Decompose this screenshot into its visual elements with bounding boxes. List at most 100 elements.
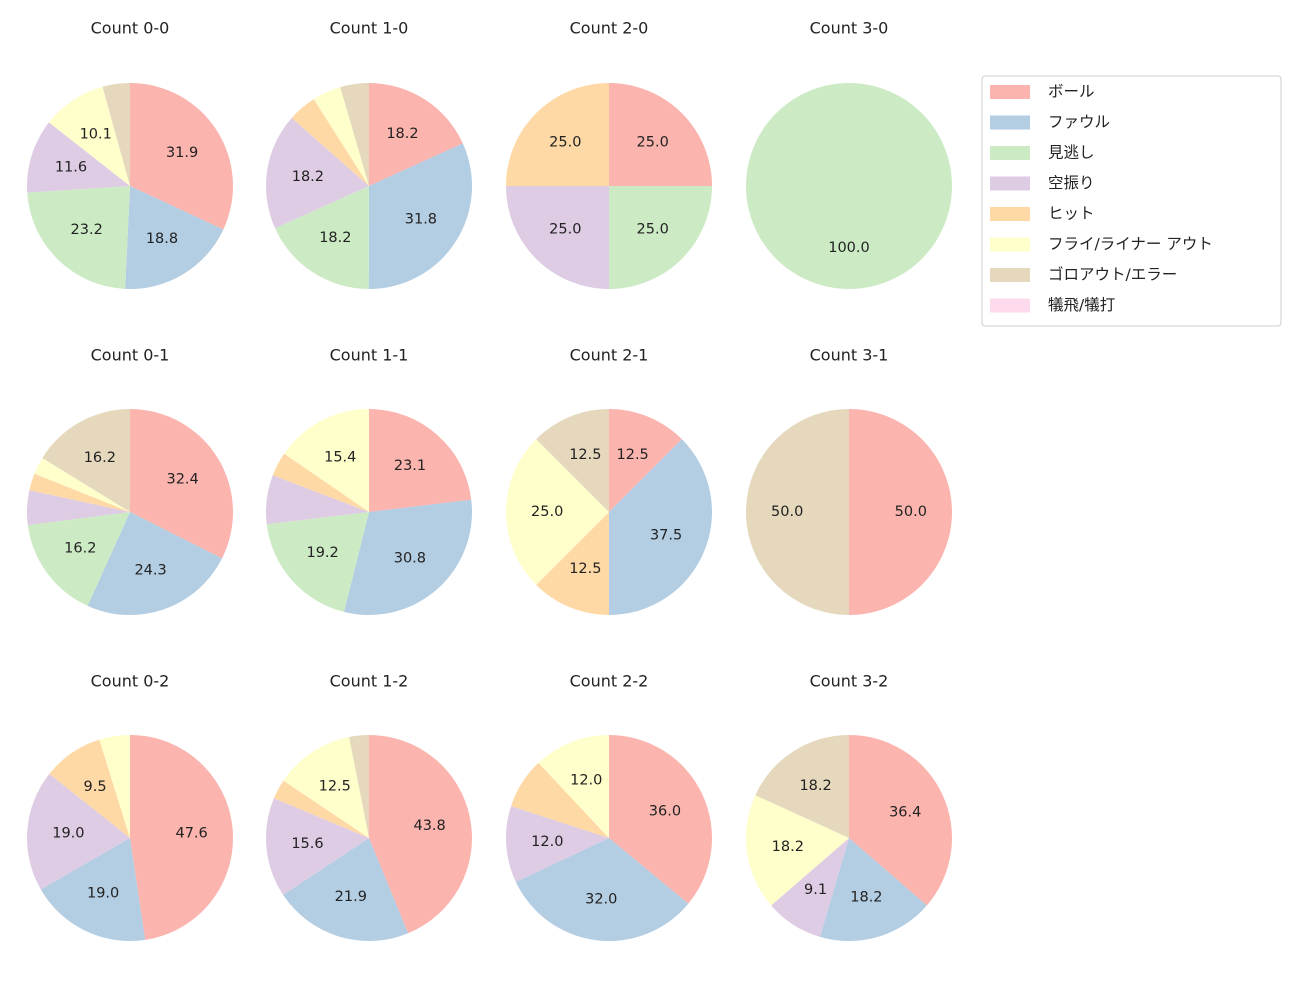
slice-label: 36.0 xyxy=(649,804,681,820)
slice-label: 18.2 xyxy=(772,839,804,855)
pie-slice xyxy=(27,512,130,606)
slice-label: 12.0 xyxy=(531,834,563,850)
pie-slice xyxy=(125,186,224,289)
legend-label: 見逃し xyxy=(1048,144,1095,162)
pie-slice xyxy=(26,773,130,890)
pie-slice xyxy=(99,735,130,838)
slice-label: 32.4 xyxy=(166,472,198,488)
pie-slice xyxy=(609,735,712,904)
pie-slice xyxy=(746,83,952,289)
pie-slice xyxy=(609,439,712,615)
slice-label: 15.4 xyxy=(324,449,356,465)
legend-label: ファウル xyxy=(1048,113,1110,131)
pie-slice xyxy=(369,83,463,186)
pie-slice xyxy=(506,83,609,186)
pie-slice xyxy=(313,87,369,186)
pie-slice xyxy=(538,735,609,838)
slice-label: 9.1 xyxy=(804,882,827,898)
pie-slice xyxy=(746,409,849,615)
legend-label: 空振り xyxy=(1048,174,1095,192)
pie-title: Count 0-0 xyxy=(91,19,170,38)
legend-label: フライ/ライナー アウト xyxy=(1048,235,1213,253)
slice-label: 36.4 xyxy=(889,804,921,820)
pie-slice xyxy=(27,186,131,289)
pie-slice xyxy=(609,83,712,186)
legend-swatch xyxy=(990,207,1030,221)
pie-title: Count 3-2 xyxy=(810,672,889,691)
legend-swatch xyxy=(990,176,1030,191)
legend-label: ゴロアウト/エラー xyxy=(1048,265,1177,284)
slice-label: 23.2 xyxy=(71,222,103,238)
pie-title: Count 2-0 xyxy=(570,19,649,38)
pie-title: Count 1-2 xyxy=(330,672,409,691)
pie-slice xyxy=(536,512,609,615)
pie-slice xyxy=(284,409,369,512)
pie-slice xyxy=(745,795,849,906)
slice-label: 16.2 xyxy=(84,450,116,466)
pie-slice xyxy=(609,409,682,512)
slice-label: 100.0 xyxy=(828,240,870,256)
slice-label: 10.1 xyxy=(80,127,112,143)
pie-title: Count 3-0 xyxy=(810,19,889,38)
pie-slice xyxy=(291,99,369,186)
slice-label: 19.2 xyxy=(306,545,338,561)
slice-label: 15.6 xyxy=(291,836,323,852)
pie-slice xyxy=(536,409,609,512)
pie-title: Count 3-1 xyxy=(810,346,889,365)
slice-label: 21.9 xyxy=(335,889,367,905)
pie-title: Count 0-2 xyxy=(91,672,170,691)
legend-swatch xyxy=(990,237,1030,252)
slice-label: 18.2 xyxy=(319,230,351,246)
legend-swatch xyxy=(990,298,1030,313)
slice-label: 19.0 xyxy=(52,825,84,841)
pie-title: Count 2-1 xyxy=(570,346,649,365)
pie-slice xyxy=(266,117,369,229)
pie-slice xyxy=(273,780,369,838)
slice-label: 18.2 xyxy=(292,169,324,185)
pie-slice xyxy=(266,512,369,612)
pie-slice xyxy=(48,86,130,186)
pie-slice xyxy=(849,409,952,615)
pie-title: Count 1-0 xyxy=(330,19,409,38)
legend-swatch xyxy=(990,115,1030,130)
slice-label: 18.2 xyxy=(850,889,882,905)
legend-label: ボール xyxy=(1048,83,1095,101)
slice-label: 19.0 xyxy=(87,886,119,902)
slice-label: 25.0 xyxy=(549,222,581,238)
pie-slice xyxy=(283,838,409,942)
slice-label: 37.5 xyxy=(650,528,682,544)
slice-label: 9.5 xyxy=(84,779,107,795)
pie-slice xyxy=(130,735,234,940)
slice-label: 12.5 xyxy=(569,447,601,463)
pie-title: Count 0-1 xyxy=(91,346,170,365)
pie-slice xyxy=(283,736,369,838)
pie-slice xyxy=(266,475,369,525)
pie-slice xyxy=(368,143,472,289)
pie-slice xyxy=(340,83,369,186)
slice-label: 43.8 xyxy=(413,818,445,834)
pie-slice xyxy=(275,186,369,289)
slice-label: 50.0 xyxy=(895,504,927,520)
pie-slice xyxy=(27,122,130,193)
slice-label: 11.6 xyxy=(55,160,87,176)
pie-slice xyxy=(29,473,130,512)
slice-label: 31.8 xyxy=(405,212,437,228)
pie-slice xyxy=(34,457,130,512)
slice-label: 24.3 xyxy=(134,562,166,578)
pie-slice xyxy=(27,490,130,526)
pie-slice xyxy=(49,739,130,838)
legend-swatch xyxy=(990,85,1030,99)
slice-label: 18.8 xyxy=(146,231,178,247)
pie-slice xyxy=(511,762,609,838)
legend-swatch xyxy=(990,268,1030,282)
pie-slice xyxy=(40,838,146,941)
legend-swatch xyxy=(990,146,1030,160)
pie-slice xyxy=(42,409,131,512)
legend-label: ヒット xyxy=(1048,205,1095,223)
slice-label: 16.2 xyxy=(64,541,96,557)
pie-slice xyxy=(849,735,953,906)
slice-label: 25.0 xyxy=(531,504,563,520)
pie-slice xyxy=(87,512,222,615)
legend-label: 犠飛/犠打 xyxy=(1048,296,1115,314)
